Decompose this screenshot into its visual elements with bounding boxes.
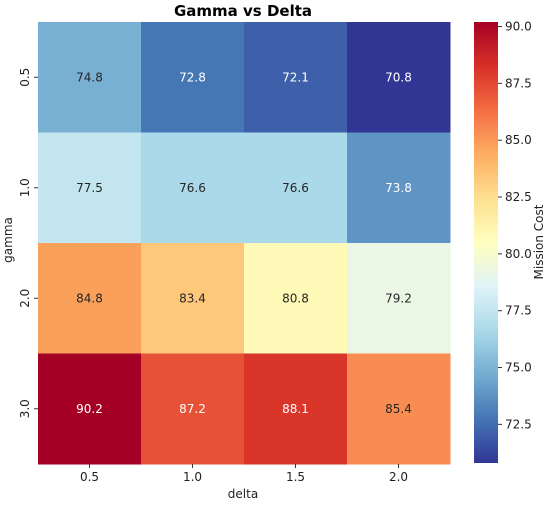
heatmap-cell xyxy=(141,243,245,354)
cell-value-label: 72.8 xyxy=(179,70,206,84)
x-tick-label: 1.0 xyxy=(183,470,202,484)
heatmap-cell xyxy=(141,353,245,465)
cell-value-label: 74.8 xyxy=(76,70,103,84)
colorbar-tick-label: 72.5 xyxy=(505,417,532,431)
cell-value-label: 79.2 xyxy=(385,291,412,305)
cell-value-label: 76.6 xyxy=(282,181,309,195)
colorbar-ticks: 72.5 75.0 77.5 80.0 82.5 85.0 87.5 90.0 xyxy=(498,20,532,431)
y-tick-label: 1.0 xyxy=(18,178,32,197)
y-tick-label: 3.0 xyxy=(18,399,32,418)
heatmap-cell xyxy=(38,132,142,244)
x-tick-label: 2.0 xyxy=(389,470,408,484)
heatmap-cell xyxy=(38,353,142,465)
y-tick-label: 0.5 xyxy=(18,68,32,87)
heatmap-cells: 74.8 72.8 72.1 70.8 77.5 76.6 76.6 73.8 84.8 83.4… xyxy=(38,22,451,465)
cell-value-label: 80.8 xyxy=(282,291,309,305)
cell-value-label: 84.8 xyxy=(76,291,103,305)
x-tick-label: 1.5 xyxy=(286,470,305,484)
colorbar-tick-label: 82.5 xyxy=(505,190,532,204)
y-axis-ticks: 0.5 1.0 2.0 3.0 xyxy=(18,68,38,418)
cell-value-label: 76.6 xyxy=(179,181,206,195)
heatmap-cell xyxy=(244,353,348,465)
colorbar-tick-label: 80.0 xyxy=(505,247,532,261)
y-tick-label: 2.0 xyxy=(18,289,32,308)
cell-value-label: 88.1 xyxy=(282,402,309,416)
x-axis-ticks: 0.5 1.0 1.5 2.0 xyxy=(80,464,408,484)
x-axis-label: delta xyxy=(228,487,258,501)
heatmap-cell xyxy=(38,22,142,133)
cell-value-label: 77.5 xyxy=(76,181,103,195)
cell-value-label: 83.4 xyxy=(179,291,206,305)
colorbar-tick-label: 75.0 xyxy=(505,361,532,375)
colorbar-label: Mission Cost xyxy=(532,204,546,279)
heatmap-cell xyxy=(347,243,451,354)
heatmap-cell xyxy=(347,132,451,244)
heatmap-cell xyxy=(347,22,451,133)
cell-value-label: 85.4 xyxy=(385,402,412,416)
colorbar xyxy=(474,22,498,463)
heatmap-cell xyxy=(347,353,451,465)
colorbar-tick-label: 90.0 xyxy=(505,20,532,34)
cell-value-label: 73.8 xyxy=(385,181,412,195)
cell-value-label: 90.2 xyxy=(76,402,103,416)
colorbar-tick-label: 87.5 xyxy=(505,76,532,90)
heatmap-cell xyxy=(141,132,245,244)
chart-title: Gamma vs Delta xyxy=(174,2,312,20)
cell-value-label: 70.8 xyxy=(385,70,412,84)
heatmap-cell xyxy=(244,243,348,354)
y-axis-label: gamma xyxy=(1,217,15,263)
colorbar-tick-label: 77.5 xyxy=(505,304,532,318)
heatmap-cell xyxy=(38,243,142,354)
x-tick-label: 0.5 xyxy=(80,470,99,484)
cell-value-label: 72.1 xyxy=(282,70,309,84)
heatmap-cell xyxy=(244,132,348,244)
cell-value-label: 87.2 xyxy=(179,402,206,416)
heatmap-cell xyxy=(244,22,348,133)
heatmap-cell xyxy=(141,22,245,133)
colorbar-tick-label: 85.0 xyxy=(505,133,532,147)
